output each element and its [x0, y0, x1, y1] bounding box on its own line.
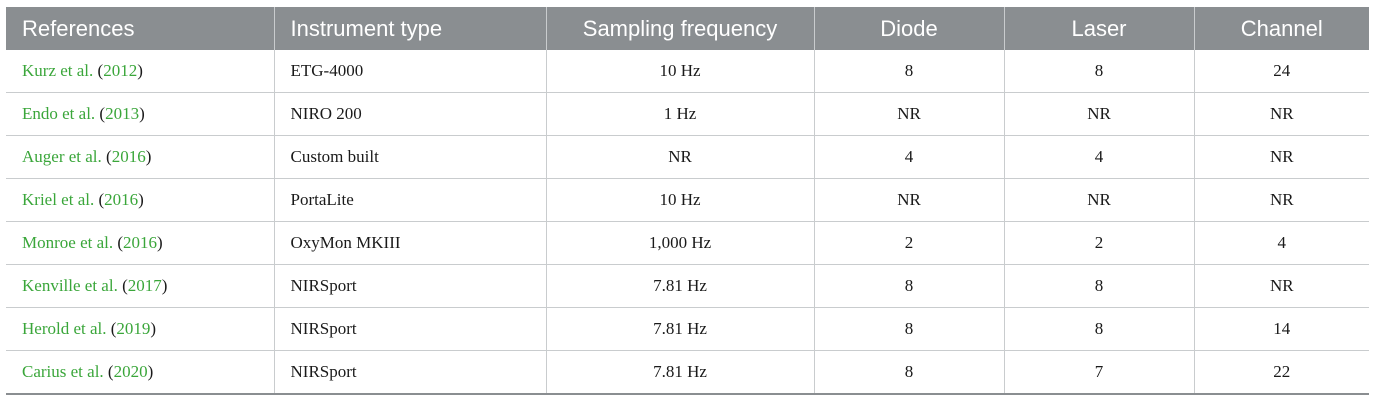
- cell-channel: 14: [1194, 307, 1369, 351]
- cell-laser: 7: [1004, 350, 1195, 395]
- reference-author-link[interactable]: Kurz et al.: [22, 61, 94, 80]
- cell-channel: NR: [1194, 92, 1369, 136]
- cell-reference: Kurz et al. (2012): [6, 50, 275, 93]
- table-row: Kenville et al. (2017) NIRSport 7.81 Hz 8 8 N…: [6, 264, 1369, 308]
- cell-instrument-type: NIRO 200: [274, 92, 547, 136]
- cell-instrument-type: NIRSport: [274, 307, 547, 351]
- table-row: Herold et al. (2019) NIRSport 7.81 Hz 8 8 14: [6, 307, 1369, 351]
- cell-channel: NR: [1194, 178, 1369, 222]
- table-row: Monroe et al. (2016) OxyMon MKIII 1,000 Hz…: [6, 221, 1369, 265]
- cell-sampling-frequency: 7.81 Hz: [546, 264, 815, 308]
- reference-author-link[interactable]: Monroe et al.: [22, 233, 114, 252]
- cell-instrument-type: PortaLite: [274, 178, 547, 222]
- header-channel: Channel: [1194, 7, 1369, 50]
- reference-close-paren: ): [157, 233, 163, 252]
- reference-close-paren: ): [137, 61, 143, 80]
- cell-reference: Endo et al. (2013): [6, 92, 275, 136]
- reference-open-paren: (: [101, 147, 112, 166]
- cell-instrument-type: Custom built: [274, 135, 547, 179]
- cell-laser: 2: [1004, 221, 1195, 265]
- table-row: Carius et al. (2020) NIRSport 7.81 Hz 8 7 22: [6, 350, 1369, 395]
- cell-diode: 2: [814, 221, 1005, 265]
- cell-sampling-frequency: 1 Hz: [546, 92, 815, 136]
- cell-diode: NR: [814, 178, 1005, 222]
- cell-laser: NR: [1004, 178, 1195, 222]
- cell-channel: 4: [1194, 221, 1369, 265]
- cell-channel: NR: [1194, 135, 1369, 179]
- cell-laser: 8: [1004, 307, 1195, 351]
- reference-author-link[interactable]: Auger et al.: [22, 147, 102, 166]
- reference-year-link[interactable]: 2012: [103, 61, 138, 80]
- cell-diode: NR: [814, 92, 1005, 136]
- cell-laser: 8: [1004, 264, 1195, 308]
- reference-open-paren: (: [117, 276, 128, 295]
- reference-year-link[interactable]: 2017: [127, 276, 162, 295]
- reference-close-paren: ): [139, 104, 145, 123]
- references-table: References Instrument type Sampling freq…: [6, 7, 1369, 395]
- reference-year-link[interactable]: 2016: [123, 233, 158, 252]
- reference-open-paren: (: [113, 233, 124, 252]
- header-row: References Instrument type Sampling freq…: [6, 7, 1369, 50]
- reference-author-link[interactable]: Herold et al.: [22, 319, 107, 338]
- cell-instrument-type: OxyMon MKIII: [274, 221, 547, 265]
- cell-reference: Monroe et al. (2016): [6, 221, 275, 265]
- cell-diode: 8: [814, 307, 1005, 351]
- reference-year-link[interactable]: 2016: [111, 147, 146, 166]
- cell-instrument-type: NIRSport: [274, 350, 547, 395]
- cell-channel: 24: [1194, 50, 1369, 93]
- reference-year-link[interactable]: 2019: [116, 319, 151, 338]
- cell-sampling-frequency: 7.81 Hz: [546, 350, 815, 395]
- cell-diode: 8: [814, 50, 1005, 93]
- reference-open-paren: (: [106, 319, 117, 338]
- table-row: Endo et al. (2013) NIRO 200 1 Hz NR NR NR: [6, 92, 1369, 136]
- cell-reference: Carius et al. (2020): [6, 350, 275, 395]
- cell-instrument-type: NIRSport: [274, 264, 547, 308]
- reference-author-link[interactable]: Kriel et al.: [22, 190, 95, 209]
- table-row: Auger et al. (2016) Custom built NR 4 4 NR: [6, 135, 1369, 179]
- table-row: Kurz et al. (2012) ETG-4000 10 Hz 8 8 24: [6, 50, 1369, 93]
- reference-close-paren: ): [147, 362, 154, 381]
- cell-sampling-frequency: 10 Hz: [546, 178, 815, 222]
- cell-reference: Herold et al. (2019): [6, 307, 275, 351]
- cell-laser: NR: [1004, 92, 1195, 136]
- reference-close-paren: ): [150, 319, 157, 338]
- header-instrument-type: Instrument type: [274, 7, 547, 50]
- reference-close-paren: ): [138, 190, 144, 209]
- cell-reference: Kenville et al. (2017): [6, 264, 275, 308]
- reference-close-paren: ): [145, 147, 152, 166]
- cell-laser: 4: [1004, 135, 1195, 179]
- cell-sampling-frequency: 7.81 Hz: [546, 307, 815, 351]
- reference-year-link[interactable]: 2016: [104, 190, 139, 209]
- reference-year-link[interactable]: 2013: [105, 104, 140, 123]
- cell-channel: 22: [1194, 350, 1369, 395]
- reference-close-paren: ): [161, 276, 168, 295]
- header-references: References: [6, 7, 275, 50]
- table-row: Kriel et al. (2016) PortaLite 10 Hz NR NR NR: [6, 178, 1369, 222]
- cell-sampling-frequency: NR: [546, 135, 815, 179]
- cell-diode: 8: [814, 350, 1005, 395]
- cell-diode: 4: [814, 135, 1005, 179]
- cell-channel: NR: [1194, 264, 1369, 308]
- cell-diode: 8: [814, 264, 1005, 308]
- header-diode: Diode: [814, 7, 1005, 50]
- cell-reference: Kriel et al. (2016): [6, 178, 275, 222]
- header-laser: Laser: [1004, 7, 1195, 50]
- header-sampling-frequency: Sampling frequency: [546, 7, 815, 50]
- reference-open-paren: (: [94, 190, 105, 209]
- reference-author-link[interactable]: Carius et al.: [22, 362, 104, 381]
- cell-reference: Auger et al. (2016): [6, 135, 275, 179]
- reference-author-link[interactable]: Kenville et al.: [22, 276, 118, 295]
- cell-instrument-type: ETG-4000: [274, 50, 547, 93]
- reference-open-paren: (: [103, 362, 114, 381]
- cell-sampling-frequency: 1,000 Hz: [546, 221, 815, 265]
- reference-open-paren: (: [93, 61, 104, 80]
- cell-laser: 8: [1004, 50, 1195, 93]
- reference-open-paren: (: [95, 104, 106, 123]
- reference-author-link[interactable]: Endo et al.: [22, 104, 96, 123]
- cell-sampling-frequency: 10 Hz: [546, 50, 815, 93]
- reference-year-link[interactable]: 2020: [113, 362, 148, 381]
